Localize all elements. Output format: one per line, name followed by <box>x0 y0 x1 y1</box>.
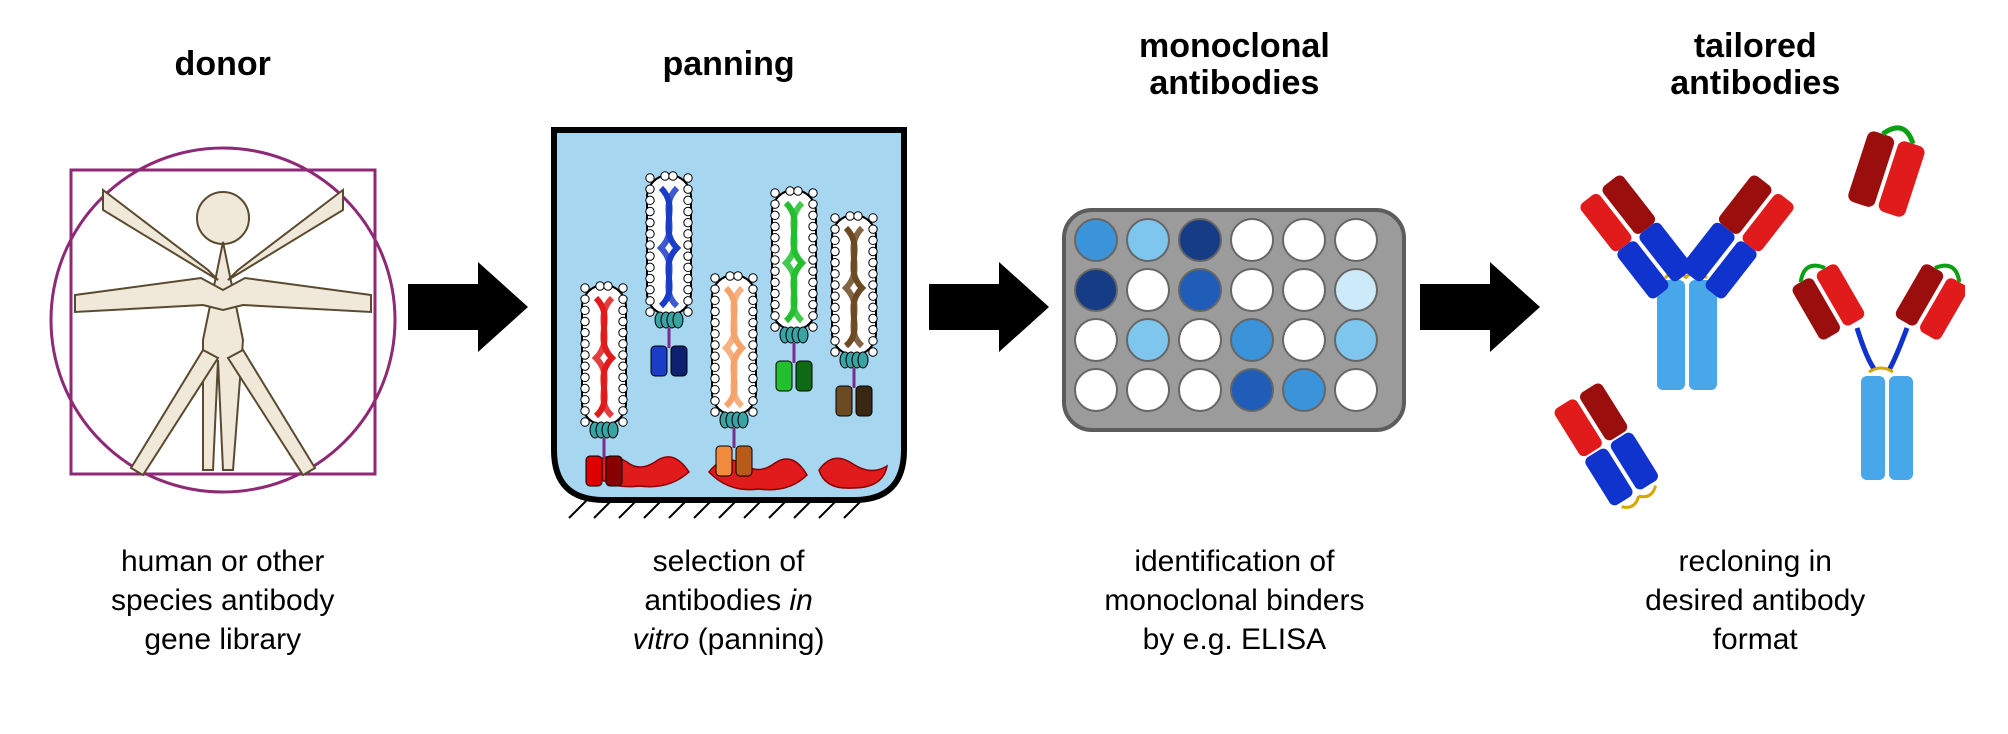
arrow-icon <box>408 262 528 352</box>
antibody-formats-icon <box>1545 120 1965 520</box>
arrow-icon <box>1420 262 1540 352</box>
panning-figure <box>534 110 924 530</box>
stage-monoclonal: monoclonal antibodies identification of … <box>1054 20 1414 714</box>
elisa-well <box>1075 369 1117 411</box>
arrow-icon <box>929 262 1049 352</box>
arrow-3 <box>1420 0 1540 654</box>
desc-donor: human or other species antibody gene lib… <box>111 542 334 659</box>
stage-tailored: tailored antibodies <box>1545 20 1965 714</box>
elisa-well <box>1231 369 1273 411</box>
elisa-well <box>1283 369 1325 411</box>
title-tailored: tailored antibodies <box>1670 20 1840 110</box>
stage-donor: donor human or other species antibody ge… <box>43 20 403 714</box>
stage-panning: panning selection ofantibodies <box>534 20 924 714</box>
elisa-well <box>1179 269 1221 311</box>
elisa-well <box>1283 219 1325 261</box>
elisa-well <box>1075 319 1117 361</box>
elisa-well <box>1127 369 1169 411</box>
arrow-2 <box>929 0 1049 654</box>
elisa-well <box>1127 319 1169 361</box>
elisa-well <box>1335 369 1377 411</box>
panning-tube-icon <box>534 120 924 520</box>
donor-figure <box>43 110 403 530</box>
elisa-well <box>1335 319 1377 361</box>
title-donor: donor <box>175 20 271 110</box>
title-panning: panning <box>662 20 794 110</box>
elisa-well <box>1179 369 1221 411</box>
elisa-figure <box>1054 110 1414 530</box>
elisa-well <box>1335 219 1377 261</box>
elisa-well <box>1231 319 1273 361</box>
elisa-well <box>1127 219 1169 261</box>
elisa-well <box>1127 269 1169 311</box>
vitruvian-icon <box>43 130 403 510</box>
tailored-figure <box>1545 110 1965 530</box>
elisa-well <box>1075 269 1117 311</box>
arrow-1 <box>408 0 528 654</box>
elisa-well <box>1179 319 1221 361</box>
title-monoclonal: monoclonal antibodies <box>1139 20 1330 110</box>
elisa-well <box>1283 269 1325 311</box>
desc-monoclonal: identification of monoclonal binders by … <box>1104 542 1364 659</box>
elisa-well <box>1075 219 1117 261</box>
elisa-well <box>1179 219 1221 261</box>
desc-tailored: recloning in desired antibody format <box>1645 542 1865 659</box>
elisa-well <box>1335 269 1377 311</box>
elisa-well <box>1231 219 1273 261</box>
elisa-well <box>1231 269 1273 311</box>
elisa-well <box>1283 319 1325 361</box>
elisa-plate-icon <box>1054 190 1414 450</box>
desc-panning: selection ofantibodies invitro (panning) <box>633 542 825 659</box>
